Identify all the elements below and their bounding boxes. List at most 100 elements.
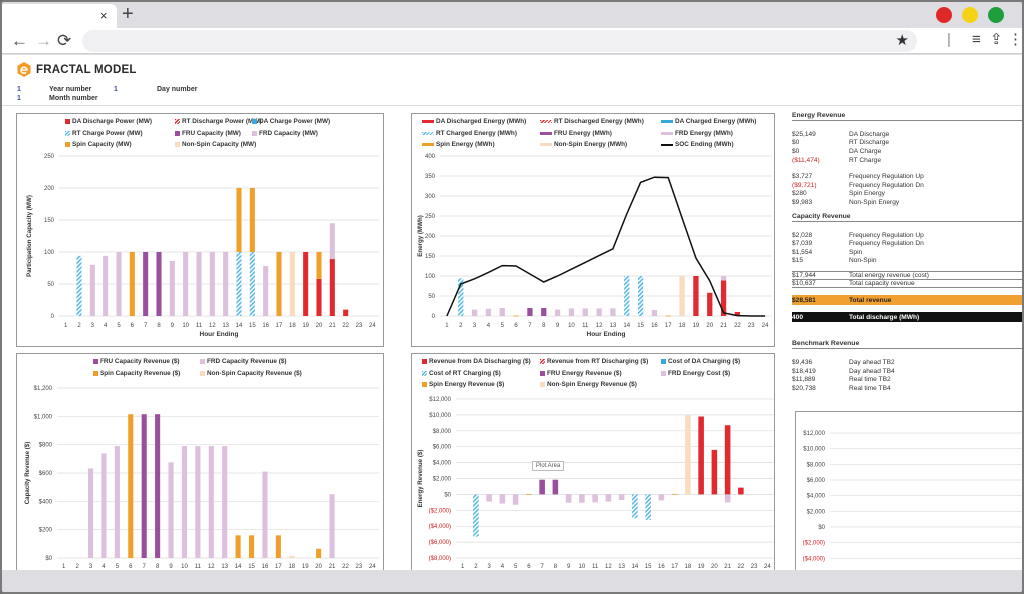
bar-frd-energy-cost[interactable]: [579, 494, 585, 503]
bar-da-discharged-energy[interactable]: [734, 312, 741, 316]
close-window-button[interactable]: [936, 7, 952, 23]
legend-item-soc-ending[interactable]: SOC Ending (MWh): [661, 141, 734, 148]
bar-fru-energy[interactable]: [541, 308, 547, 316]
legend-item-da-discharge-power[interactable]: DA Discharge Power (MW): [65, 118, 152, 125]
legend-item-rt-discharge-power[interactable]: RT Discharge Power (MW): [175, 118, 262, 125]
address-bar[interactable]: ★: [82, 30, 917, 52]
bar-frd-capacity[interactable]: [209, 252, 215, 316]
legend-item-spin-energy-revenue[interactable]: Spin Energy Revenue ($): [422, 381, 504, 388]
bar-da-discharged-energy[interactable]: [720, 280, 727, 316]
bar-frd-energy-cost[interactable]: [486, 494, 492, 502]
bar-da-discharged-energy[interactable]: [707, 292, 713, 316]
bar-spin-energy[interactable]: [665, 315, 671, 317]
bar-spin-capacity[interactable]: [316, 252, 322, 279]
bar-revenue-from-da-discharging[interactable]: [724, 425, 731, 495]
legend-item-non-spin-capacity[interactable]: Non-Spin Capacity (MW): [175, 141, 256, 148]
bar-frd-energy[interactable]: [471, 309, 478, 316]
bar-frd-capacity[interactable]: [89, 264, 95, 316]
bar-frd-energy[interactable]: [568, 308, 575, 316]
bar-cost-of-rt-charging[interactable]: [645, 494, 651, 520]
more-options-icon[interactable]: ⋮: [1008, 31, 1023, 48]
bar-cost-of-rt-charging[interactable]: [473, 494, 479, 537]
legend-item-fru-capacity-revenue[interactable]: FRU Capacity Revenue ($): [93, 358, 180, 365]
bar-frd-energy-cost[interactable]: [565, 494, 572, 503]
bar-frd-capacity-revenue[interactable]: [208, 446, 214, 558]
benchmark-chart[interactable]: ($6,000)($4,000)($2,000)$0$2,000$4,000$6…: [795, 411, 1022, 570]
bar-non-spin-capacity[interactable]: [289, 252, 295, 316]
bar-fru-energy[interactable]: [527, 308, 533, 316]
legend-item-non-spin-energy-revenue[interactable]: Non-Spin Energy Revenue ($): [540, 381, 637, 388]
legend-item-non-spin-capacity-revenue[interactable]: Non-Spin Capacity Revenue ($): [200, 370, 302, 377]
month-value[interactable]: 1: [17, 95, 21, 102]
close-tab-icon[interactable]: ×: [100, 8, 108, 23]
bar-frd-energy[interactable]: [554, 309, 561, 316]
bar-frd-energy-cost[interactable]: [512, 494, 519, 505]
day-value[interactable]: 1: [114, 86, 118, 93]
bar-fru-capacity-revenue[interactable]: [141, 414, 147, 558]
bar-spin-capacity[interactable]: [276, 252, 282, 316]
bar-frd-capacity-revenue[interactable]: [222, 446, 228, 558]
soc-ending-line[interactable]: [446, 176, 766, 317]
legend-item-cost-of-rt-charging[interactable]: Cost of RT Charging ($): [422, 370, 501, 377]
bar-frd-capacity[interactable]: [263, 266, 269, 316]
bar-spin-energy-revenue[interactable]: [526, 493, 532, 495]
share-icon[interactable]: ⇪: [990, 31, 1003, 48]
bar-frd-capacity-revenue[interactable]: [101, 453, 107, 558]
bar-frd-energy-cost[interactable]: [618, 494, 625, 500]
bar-frd-capacity-revenue[interactable]: [114, 446, 120, 558]
bar-frd-capacity[interactable]: [223, 252, 229, 316]
bar-rt-charge-power[interactable]: [76, 255, 82, 316]
bar-frd-energy[interactable]: [485, 308, 492, 316]
bar-frd-capacity-revenue[interactable]: [262, 471, 268, 558]
menu-icon[interactable]: ≡: [972, 31, 981, 48]
bar-frd-capacity[interactable]: [329, 223, 335, 260]
bar-fru-capacity[interactable]: [156, 252, 162, 316]
bar-rt-charge-power[interactable]: [236, 252, 242, 316]
bar-frd-capacity-revenue[interactable]: [195, 446, 201, 558]
bar-frd-energy[interactable]: [499, 308, 505, 316]
bar-spin-capacity-revenue[interactable]: [316, 548, 322, 558]
bar-fru-energy-revenue[interactable]: [539, 479, 545, 495]
legend-item-spin-capacity[interactable]: Spin Capacity (MW): [65, 141, 132, 148]
legend-item-spin-capacity-revenue[interactable]: Spin Capacity Revenue ($): [93, 370, 180, 377]
bar-da-discharge-power[interactable]: [316, 278, 322, 316]
bar-frd-energy-cost[interactable]: [499, 494, 506, 504]
bar-non-spin-energy-revenue[interactable]: [685, 415, 691, 495]
bar-da-discharge-power[interactable]: [343, 309, 349, 316]
bar-spin-energy-revenue[interactable]: [671, 493, 678, 495]
legend-item-non-spin-energy[interactable]: Non-Spin Energy (MWh): [540, 141, 627, 148]
bar-da-discharge-power[interactable]: [303, 252, 309, 316]
bar-frd-capacity[interactable]: [103, 255, 109, 316]
bar-frd-energy[interactable]: [596, 308, 602, 316]
legend-item-spin-energy[interactable]: Spin Energy (MWh): [422, 141, 495, 148]
bar-revenue-from-da-discharging[interactable]: [711, 449, 718, 495]
bar-spin-capacity-revenue[interactable]: [128, 414, 134, 558]
legend-item-rt-discharged-energy[interactable]: RT Discharged Energy (MWh): [540, 118, 644, 125]
forward-arrow-icon[interactable]: →: [35, 31, 52, 50]
bar-da-discharged-energy[interactable]: [693, 276, 699, 316]
legend-item-rt-charged-energy[interactable]: RT Charged Energy (MWh): [422, 130, 517, 137]
legend-item-revenue-from-da-discharging[interactable]: Revenue from DA Discharging ($): [422, 358, 531, 365]
bar-cost-of-rt-charging[interactable]: [632, 494, 638, 519]
bar-frd-capacity[interactable]: [196, 252, 202, 316]
bar-frd-capacity[interactable]: [116, 252, 122, 316]
bar-revenue-from-da-discharging[interactable]: [698, 416, 704, 495]
bar-frd-energy[interactable]: [651, 310, 658, 316]
legend-item-da-discharged-energy[interactable]: DA Discharged Energy (MWh): [422, 118, 526, 125]
bar-frd-capacity[interactable]: [183, 252, 189, 316]
back-arrow-icon[interactable]: ←: [11, 31, 28, 50]
legend-item-frd-capacity[interactable]: FRD Capacity (MW): [252, 130, 318, 137]
capacity-revenue-chart[interactable]: FRU Capacity Revenue ($) FRD Capacity Rev…: [16, 353, 384, 570]
bar-revenue-from-da-discharging[interactable]: [738, 487, 744, 495]
bar-frd-capacity-revenue[interactable]: [87, 468, 94, 558]
legend-item-fru-capacity[interactable]: FRU Capacity (MW): [175, 130, 241, 137]
bar-frd-energy[interactable]: [720, 276, 727, 281]
bar-frd-energy[interactable]: [582, 308, 588, 316]
legend-item-fru-energy-revenue[interactable]: FRU Energy Revenue ($): [540, 370, 622, 377]
bar-frd-energy-cost[interactable]: [592, 494, 598, 503]
bar-rt-charged-energy[interactable]: [637, 276, 644, 316]
bar-non-spin-capacity-revenue[interactable]: [289, 555, 295, 558]
bar-spin-capacity-revenue[interactable]: [248, 535, 255, 558]
maximize-window-button[interactable]: [988, 7, 1004, 23]
energy-revenue-chart[interactable]: Revenue from DA Discharging ($) Revenue f…: [411, 353, 775, 570]
